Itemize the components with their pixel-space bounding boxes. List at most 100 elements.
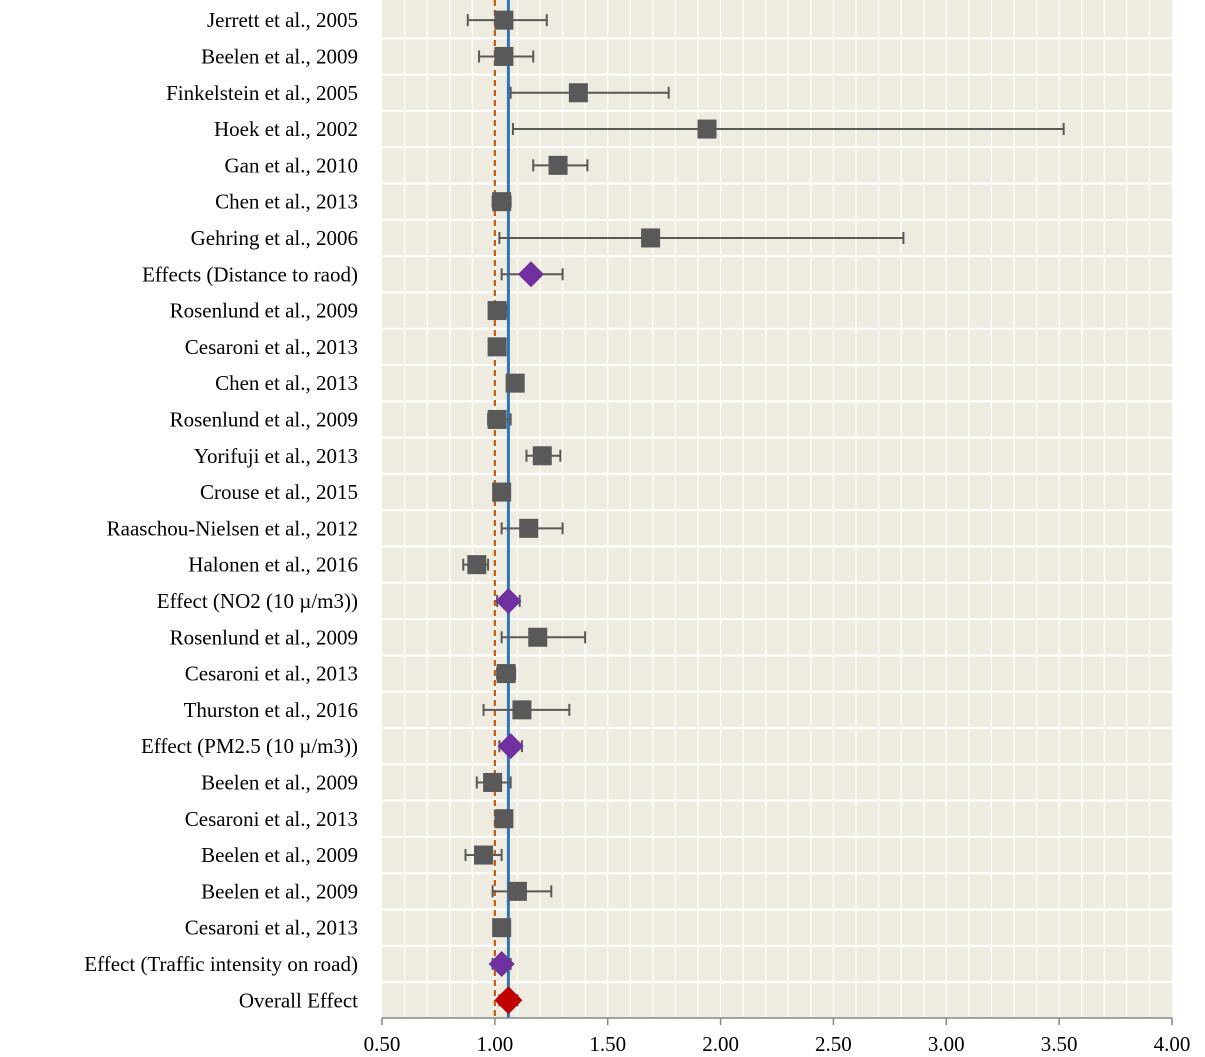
row-label: Overall Effect <box>239 988 358 1012</box>
row-mark <box>511 119 1065 139</box>
row-label: Rosenlund et al., 2009 <box>170 625 358 649</box>
x-axis: 0.50 1.00 1.50 2.00 2.50 3.00 3.50 4.00 <box>364 1017 1191 1056</box>
x-tick-label: 1.50 <box>589 1032 626 1056</box>
row-label: Jerrett et al., 2005 <box>207 8 358 32</box>
overall-effect-point <box>494 986 523 1015</box>
row-mark <box>494 986 523 1015</box>
study-point <box>483 772 503 792</box>
row-label: Hoek et al., 2002 <box>214 117 358 141</box>
study-point <box>496 664 516 684</box>
row-label: Beelen et al., 2009 <box>201 879 358 903</box>
row-mark <box>492 482 512 502</box>
pooled-effect-point <box>497 733 524 760</box>
study-point <box>467 555 487 575</box>
pooled-effect-point <box>517 261 544 288</box>
row-labels: Jerrett et al., 2005 Beelen et al., 2009 F… <box>84 8 358 1012</box>
row-mark <box>464 845 503 865</box>
study-point <box>507 881 527 901</box>
x-tick-label: 3.50 <box>1041 1032 1078 1056</box>
row-label: Rosenlund et al., 2009 <box>170 407 358 431</box>
row-mark <box>478 46 535 66</box>
row-mark <box>491 881 553 901</box>
row-mark <box>487 409 512 429</box>
reference-lines <box>493 0 510 1018</box>
row-mark <box>488 950 515 977</box>
vertical-gridlines <box>403 0 1151 1018</box>
row-mark <box>500 627 587 647</box>
row-label: Gehring et al., 2006 <box>191 226 358 250</box>
study-point <box>494 10 514 30</box>
row-label: Yorifuji et al., 2013 <box>194 444 358 468</box>
row-mark <box>487 337 507 357</box>
row-label: Finkelstein et al., 2005 <box>166 81 358 105</box>
study-point <box>697 119 717 139</box>
row-label: Beelen et al., 2009 <box>201 770 358 794</box>
row-mark <box>497 733 524 760</box>
row-label: Cesaroni et al., 2013 <box>185 662 358 686</box>
study-point <box>494 46 514 66</box>
row-label: Raaschou-Nielsen et al., 2012 <box>107 516 358 540</box>
data-marks <box>462 10 1065 1015</box>
row-label: Cesaroni et al., 2013 <box>185 916 358 940</box>
study-point <box>474 845 494 865</box>
row-mark <box>509 83 670 103</box>
x-tick-label: 2.50 <box>815 1032 852 1056</box>
row-mark <box>482 700 571 720</box>
row-mark <box>494 809 514 829</box>
study-point <box>505 373 525 393</box>
plot-area <box>382 0 1172 1018</box>
study-point <box>641 228 661 248</box>
row-mark <box>462 555 490 575</box>
row-mark <box>466 10 548 30</box>
horizontal-gridlines <box>382 37 1172 984</box>
row-label: Crouse et al., 2015 <box>200 480 358 504</box>
x-tick-label: 3.00 <box>928 1032 965 1056</box>
study-point <box>528 627 548 647</box>
row-mark <box>496 664 517 684</box>
row-label: Cesaroni et al., 2013 <box>185 807 358 831</box>
study-point <box>494 809 514 829</box>
row-mark <box>498 228 905 248</box>
row-label: Thurston et al., 2016 <box>184 698 358 722</box>
study-point <box>548 155 568 175</box>
row-mark <box>500 261 564 288</box>
study-point <box>568 83 588 103</box>
x-tick-label: 0.50 <box>364 1032 401 1056</box>
row-label: Beelen et al., 2009 <box>201 843 358 867</box>
study-point <box>512 700 532 720</box>
row-label: Chen et al., 2013 <box>215 190 358 214</box>
row-label: Gan et al., 2010 <box>224 153 358 177</box>
row-label: Chen et al., 2013 <box>215 371 358 395</box>
row-mark <box>505 373 525 393</box>
row-mark <box>492 918 512 938</box>
study-point <box>487 337 507 357</box>
study-point <box>492 918 512 938</box>
row-mark <box>495 587 522 614</box>
pooled-effect-point <box>488 950 515 977</box>
row-label: Rosenlund et al., 2009 <box>170 299 358 323</box>
row-label: Halonen et al., 2016 <box>188 553 358 577</box>
row-mark <box>487 301 508 321</box>
x-tick-label: 2.00 <box>702 1032 739 1056</box>
row-mark <box>475 772 512 792</box>
study-point <box>487 301 507 321</box>
x-tick-label: 1.00 <box>476 1032 513 1056</box>
row-label: Effect (NO2 (10 µ/m3)) <box>157 589 358 613</box>
row-label: Effect (PM2.5 (10 µ/m3)) <box>141 734 358 758</box>
study-point <box>492 192 512 212</box>
study-point <box>519 518 539 538</box>
pooled-effect-point <box>495 587 522 614</box>
study-point <box>487 409 507 429</box>
row-label: Effect (Traffic intensity on road) <box>84 952 358 976</box>
row-label: Effects (Distance to raod) <box>142 262 358 286</box>
x-tick-label: 4.00 <box>1154 1032 1191 1056</box>
study-point <box>492 482 512 502</box>
row-mark <box>491 192 512 212</box>
row-label: Cesaroni et al., 2013 <box>185 335 358 359</box>
study-point <box>532 446 552 466</box>
row-label: Beelen et al., 2009 <box>201 44 358 68</box>
row-mark <box>525 446 562 466</box>
row-mark <box>532 155 589 175</box>
row-mark <box>500 518 564 538</box>
